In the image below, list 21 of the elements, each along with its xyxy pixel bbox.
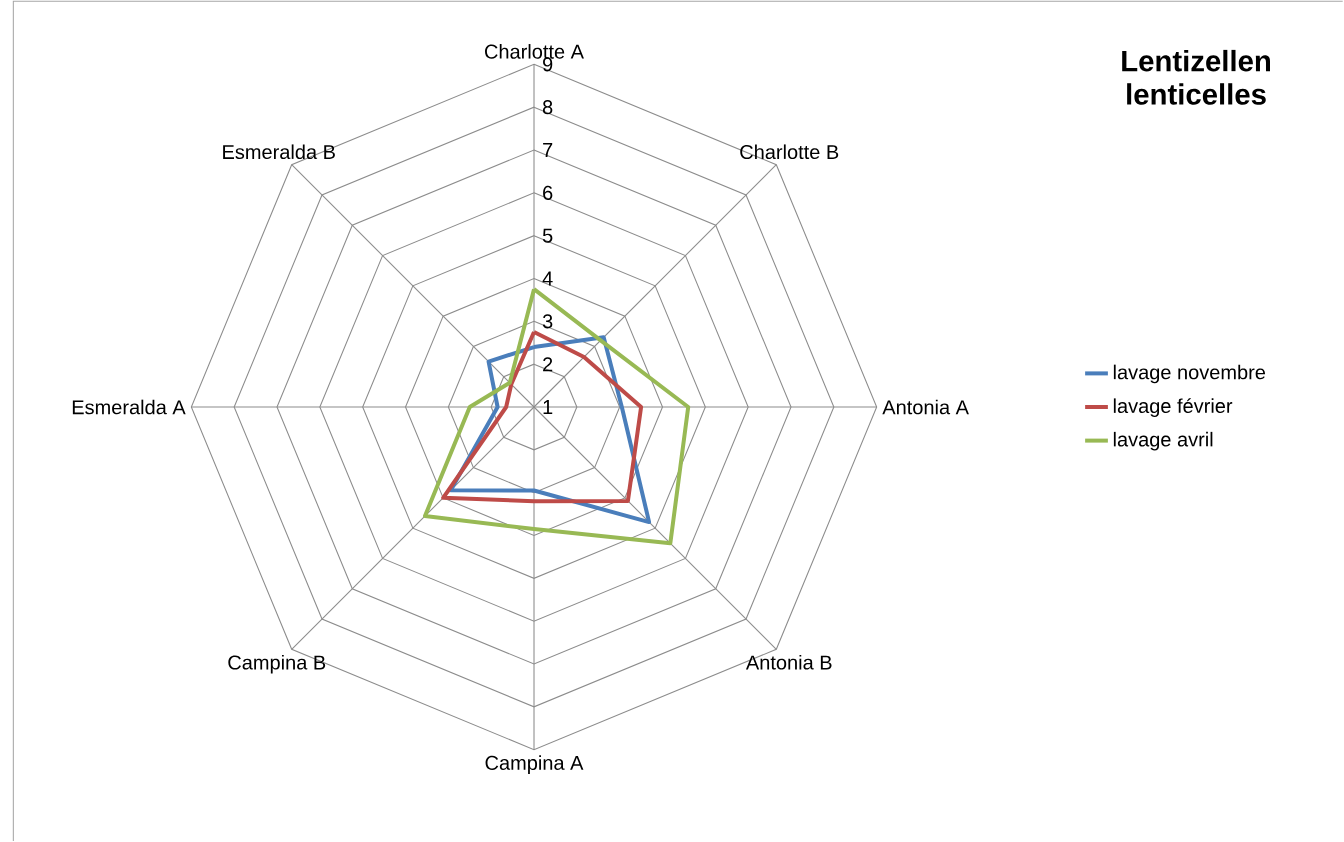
legend-label: lavage novembre: [1113, 364, 1266, 384]
y-tick-label: 4: [542, 271, 553, 286]
spoke-label: Antonia A: [882, 399, 969, 415]
spoke-label: Esmeralda B: [223, 144, 335, 160]
spoke-label: Charlotte A: [485, 44, 584, 59]
spoke-label: Antonia B: [745, 655, 832, 670]
y-tick-label: 2: [543, 357, 553, 372]
text: Lentizellen lenticelles: [1122, 50, 1270, 106]
y-tick-label: 3: [542, 314, 553, 329]
spoke-label: Charlotte B: [740, 144, 839, 160]
spoke-label: Campina B: [228, 655, 326, 674]
spoke-label: Esmeralda A: [72, 399, 186, 415]
y-tick-label: 8: [542, 100, 553, 115]
spoke-label: Campina A: [485, 755, 584, 775]
y-tick-label: 9: [543, 57, 553, 72]
legend-label: lavage février: [1113, 398, 1233, 418]
legend-label: lavage avril: [1113, 432, 1213, 451]
y-tick-label: 6: [543, 185, 553, 201]
y-tick-label: 7: [543, 143, 553, 158]
y-tick-label: 5: [542, 228, 553, 243]
y-tick-label: 1: [543, 400, 553, 415]
